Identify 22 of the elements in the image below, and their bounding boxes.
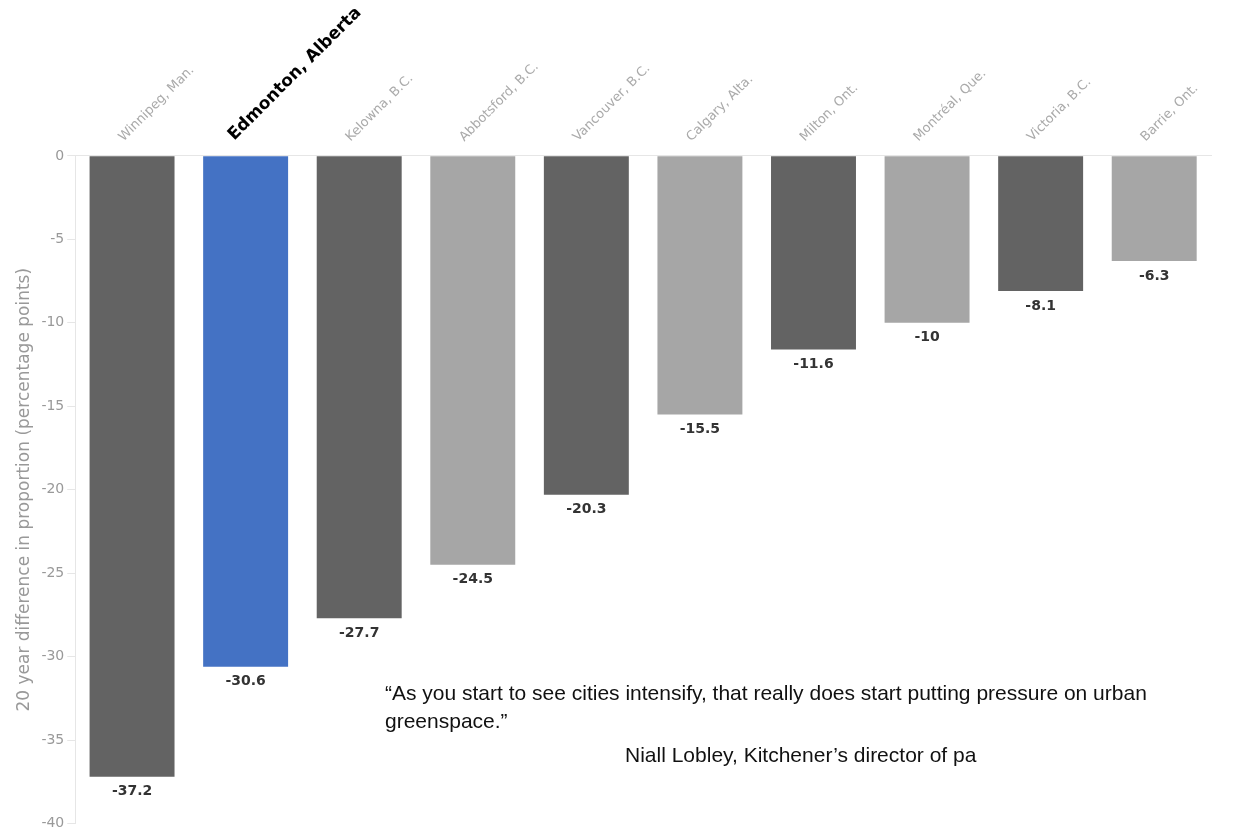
y-tick-label: -40 [41,814,65,831]
annotation: “As you start to see cities intensify, that really does start putting pressure on urban greenspace.” [385,681,1147,732]
y-tick-label: -15 [41,396,65,413]
y-tick-label: -20 [41,480,65,497]
data-label: -37.2 [111,782,153,799]
data-label: -10 [914,328,940,345]
y-tick-label: -30 [41,647,65,664]
y-tick-label: 0 [55,146,65,163]
data-label: -24.5 [452,570,493,587]
y-tick-label: -35 [41,730,65,747]
y-tick-label: -25 [41,563,65,580]
data-label: -20.3 [566,500,607,517]
y-tick-label: -5 [50,229,65,246]
y-axis-title: 20 year difference in proportion (percentage points) [12,267,33,712]
annotation: Niall Lobley, Kitchener’s director of pa [625,743,977,766]
y-tick-label: -10 [41,313,65,330]
data-label: -11.6 [793,355,834,372]
data-label: -6.3 [1138,266,1170,283]
data-label: -15.5 [679,420,721,437]
data-label: -27.7 [339,623,380,640]
data-label: -8.1 [1025,296,1056,313]
data-label: -30.6 [225,672,266,689]
